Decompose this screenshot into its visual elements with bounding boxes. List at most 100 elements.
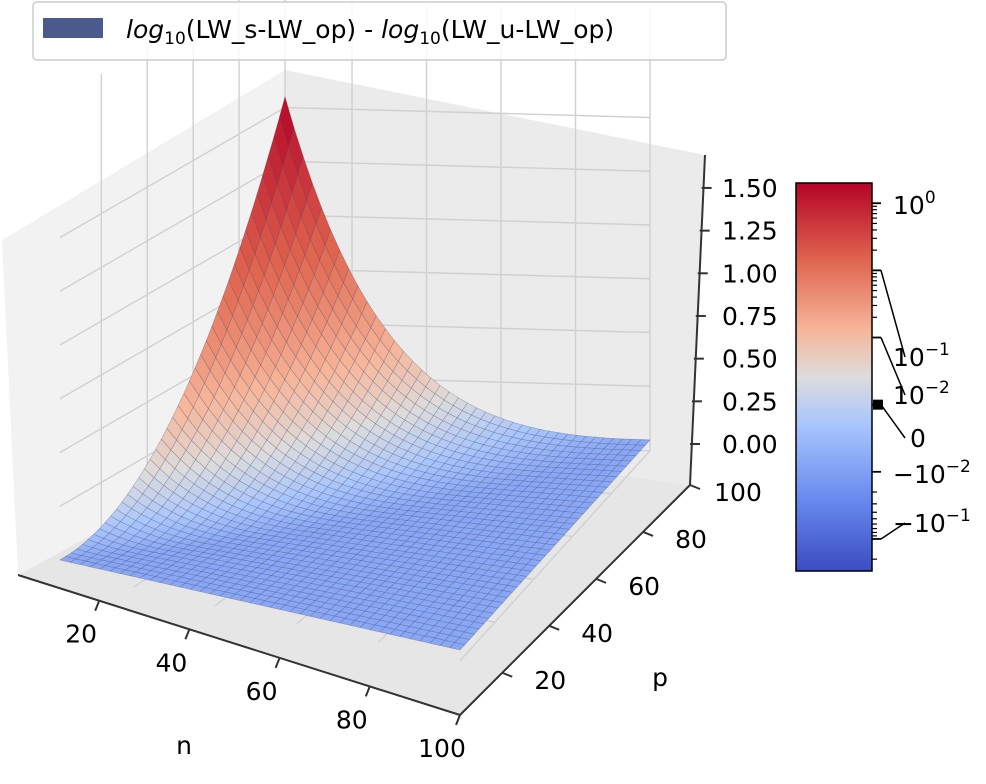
colorbar-zero-marker	[873, 399, 883, 410]
legend-label-part: 10	[164, 29, 186, 49]
colorbar-tick-base: 10	[893, 343, 925, 372]
legend-label-part: 10	[419, 29, 441, 49]
surface-facet	[549, 533, 566, 541]
y-tick-label: 20	[534, 666, 566, 695]
colorbar-tick-label: −10−1	[893, 506, 971, 538]
grid-line	[59, 160, 286, 292]
colorbar-tick-label: 10−2	[893, 378, 950, 410]
surface-facet	[458, 631, 475, 640]
surface-facet	[630, 444, 646, 451]
colorbar-tick-base: 10	[893, 381, 925, 410]
y-tick-label: 100	[714, 478, 762, 507]
surface-facet	[540, 543, 556, 551]
surface-facet	[555, 472, 572, 480]
colorbar-leader-line	[880, 522, 906, 540]
legend-label: log10(LW_s-LW_op) - log10(LW_u-LW_op)	[126, 15, 614, 49]
grid-line	[284, 106, 651, 119]
colorbar-leader-line	[880, 404, 906, 439]
colorbar-leader-line	[880, 270, 906, 358]
y-tick-label: 80	[675, 525, 707, 554]
x-tick	[364, 686, 371, 697]
surface-facet	[544, 538, 561, 546]
colorbar-tick-label: 0	[910, 424, 926, 453]
surface-facet	[468, 621, 485, 630]
y-tick	[689, 484, 701, 490]
legend-label-part: (LW_s-LW_op) -	[186, 15, 381, 44]
surface-facet	[559, 522, 575, 530]
y-tick	[501, 671, 513, 678]
legend-box	[32, 1, 727, 61]
grid-line	[284, 214, 651, 226]
legend: log10(LW_s-LW_op) - log10(LW_u-LW_op)	[32, 1, 727, 61]
x-axis-line	[17, 574, 461, 716]
surface-facet	[478, 611, 494, 619]
surface-facet	[109, 567, 127, 574]
colorbar-tick-label: −10−2	[893, 457, 971, 489]
y-axis-label: p	[652, 663, 668, 692]
colorbar-leader-line	[880, 337, 906, 396]
x-tick	[184, 628, 191, 640]
surface-facet	[530, 553, 547, 562]
x-tick-label: 40	[155, 648, 187, 677]
colorbar-tick-base: −10	[893, 460, 946, 489]
colorbar-tick-exponent: 0	[925, 188, 936, 208]
colorbar-tick-label: 10−1	[893, 340, 950, 372]
surface-facet	[592, 486, 608, 493]
x-tick-label: 100	[418, 734, 466, 763]
z-tick-label: 1.25	[722, 217, 778, 246]
colorbar-tick-exponent: −1	[946, 506, 971, 526]
colorbar-ticks	[872, 202, 906, 560]
surface-facet	[578, 501, 594, 509]
surface-facet	[550, 477, 567, 485]
colorbar-tick-exponent: −2	[925, 378, 950, 398]
x-tick-label: 20	[65, 620, 97, 649]
surface-facet	[560, 467, 576, 475]
surface-mesh	[59, 95, 651, 651]
x-tick	[455, 714, 461, 726]
z-tick-label: 0.75	[722, 302, 778, 331]
z-tick-label: 1.00	[722, 259, 778, 288]
z-tick-label: 0.50	[722, 345, 778, 374]
colorbar-tick-base: −10	[893, 509, 946, 538]
x-tick-label: 60	[246, 677, 278, 706]
colorbar	[795, 182, 873, 572]
grid-line	[459, 450, 651, 662]
grid-line	[284, 160, 651, 172]
z-tick-label: 0.25	[722, 387, 778, 416]
legend-swatch	[43, 18, 103, 38]
x-tick-label: 80	[336, 705, 368, 734]
surface-facet	[545, 482, 562, 490]
y-tick-label: 60	[628, 572, 660, 601]
surface-facet	[473, 616, 490, 625]
surface-facet	[487, 600, 504, 609]
surface-facet	[501, 585, 518, 593]
y-tick-label: 40	[581, 619, 613, 648]
surface-facet	[531, 497, 547, 505]
colorbar-tick-exponent: −1	[925, 340, 950, 360]
x-ticks: 20 40 60 80 100	[65, 600, 466, 763]
surface-facet	[597, 480, 613, 488]
y-axis-line	[459, 484, 691, 716]
z-tick-label: 1.50	[722, 174, 778, 203]
surface-facet	[602, 475, 618, 483]
grid-line	[59, 106, 286, 239]
surface-facet	[606, 470, 623, 478]
legend-label-part: log	[381, 15, 419, 44]
x-axis-label: n	[176, 731, 192, 760]
y-tick	[642, 531, 654, 537]
colorbar-tick-base: 10	[893, 191, 925, 220]
surface-facet	[449, 642, 466, 651]
y-tick	[548, 624, 560, 631]
y-tick	[595, 577, 607, 584]
legend-label-part: (LW_u-LW_op)	[441, 15, 614, 44]
x-tick	[274, 657, 281, 669]
z-tick-label: 0.00	[722, 430, 778, 459]
surface-facet	[635, 439, 651, 446]
z-axis-line	[689, 154, 706, 486]
surface-facet	[587, 491, 604, 499]
legend-label-part: log	[126, 15, 164, 44]
z-ticks: 0.00 0.25 0.50 0.75 1.00 1.25 1.50	[690, 174, 778, 459]
x-tick	[94, 600, 101, 612]
